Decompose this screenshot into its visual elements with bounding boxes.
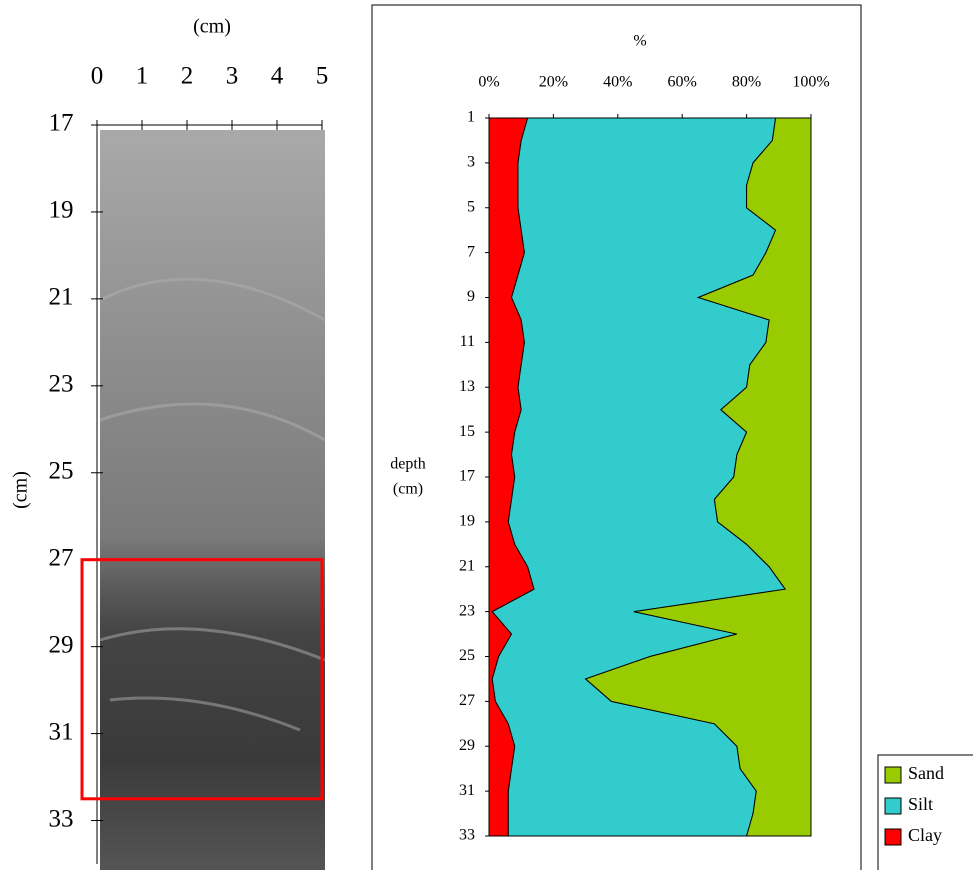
y-tick-label: 25 xyxy=(459,647,475,664)
legend-swatch xyxy=(885,798,901,814)
figure: (cm) (cm) % depth (cm) 01234517192123252… xyxy=(0,0,973,870)
y-tick-label: 7 xyxy=(467,243,475,260)
y-tick-label: 33 xyxy=(459,827,475,844)
legend-swatch xyxy=(885,829,901,845)
y-tick-label: 23 xyxy=(459,602,475,619)
y-tick-label: 1 xyxy=(467,109,475,126)
y-tick-label: 11 xyxy=(460,333,475,350)
y-tick-label: 31 xyxy=(49,718,74,745)
x-tick-label: 3 xyxy=(226,63,239,90)
y-tick-label: 19 xyxy=(49,197,74,224)
core-photo xyxy=(100,130,325,870)
legend-label: Sand xyxy=(908,763,944,783)
legend-swatch xyxy=(885,767,901,783)
y-tick-label: 29 xyxy=(49,631,74,658)
x-tick-label: 60% xyxy=(668,74,697,91)
x-tick-label: 20% xyxy=(539,74,568,91)
y-tick-label: 33 xyxy=(49,805,74,832)
y-tick-label: 27 xyxy=(49,544,74,571)
y-axis-label: depth xyxy=(390,456,426,473)
y-tick-label: 21 xyxy=(459,557,475,574)
y-tick-label: 9 xyxy=(467,288,475,305)
x-tick-label: 4 xyxy=(271,63,284,90)
x-tick-label: 40% xyxy=(603,74,632,91)
x-axis-label: (cm) xyxy=(193,16,231,38)
y-tick-label: 19 xyxy=(459,513,475,530)
y-tick-label: 31 xyxy=(459,782,475,799)
y-tick-label: 15 xyxy=(459,423,475,440)
y-tick-label: 23 xyxy=(49,371,74,398)
legend-label: Silt xyxy=(908,794,933,814)
x-tick-label: 0 xyxy=(91,63,104,90)
y-tick-label: 5 xyxy=(467,198,475,215)
y-tick-label: 25 xyxy=(49,457,74,484)
y-tick-label: 29 xyxy=(459,737,475,754)
x-tick-label: 5 xyxy=(316,63,329,90)
x-tick-label: 80% xyxy=(732,74,761,91)
x-tick-label: 1 xyxy=(136,63,149,90)
y-tick-label: 27 xyxy=(459,692,475,709)
y-axis-label: (cm) xyxy=(10,471,32,509)
y-tick-label: 21 xyxy=(49,284,74,311)
x-tick-label: 2 xyxy=(181,63,194,90)
x-tick-label: 0% xyxy=(478,74,499,91)
y-axis-label: (cm) xyxy=(393,481,423,498)
y-tick-label: 17 xyxy=(49,110,74,137)
chart-title: % xyxy=(633,33,646,50)
x-tick-label: 100% xyxy=(792,74,829,91)
legend-label: Clay xyxy=(908,825,942,845)
y-tick-label: 17 xyxy=(459,468,475,485)
y-tick-label: 13 xyxy=(459,378,475,395)
y-tick-label: 3 xyxy=(467,154,475,171)
